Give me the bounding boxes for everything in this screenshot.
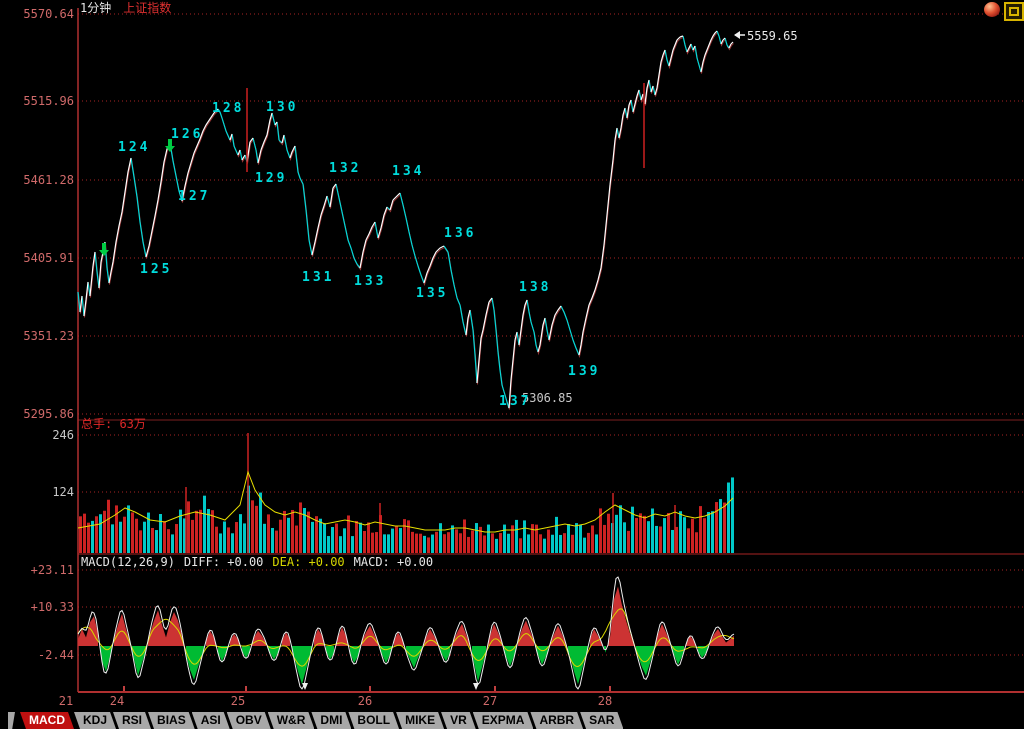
chart-canvas[interactable]	[0, 0, 1024, 712]
wave-count-label: 139	[568, 364, 601, 379]
chart-header: 1分钟 上证指数	[80, 1, 171, 15]
tab-asi[interactable]: ASI	[192, 712, 230, 729]
date-axis-label: 26	[357, 694, 373, 708]
low-price-label: 5306.85	[522, 391, 573, 405]
tab-expma[interactable]: EXPMA	[473, 712, 534, 729]
tab-macd[interactable]: MACD	[20, 712, 74, 729]
tab-kdj[interactable]: KDJ	[74, 712, 116, 729]
date-axis-label: 24	[109, 694, 125, 708]
price-axis-label: 5461.28	[23, 173, 74, 187]
period-label: 1分钟	[80, 1, 112, 15]
wave-count-label: 131	[302, 270, 335, 285]
tab-bar-lead-wedge	[8, 712, 15, 729]
price-axis-label: 5570.64	[23, 7, 74, 21]
date-axis-label: 27	[482, 694, 498, 708]
sphere-icon[interactable]	[984, 2, 1000, 17]
volume-total-label: 总手: 63万	[81, 417, 146, 431]
wave-count-label: 129	[255, 171, 288, 186]
wave-count-label: 126	[171, 127, 204, 142]
restore-window-icon[interactable]	[1004, 2, 1024, 21]
wave-count-label: 124	[118, 140, 151, 155]
tab-wr[interactable]: W&R	[268, 712, 315, 729]
price-axis-label: 5515.96	[23, 94, 74, 108]
restore-inner-square	[1009, 7, 1019, 16]
macd-diff-value: DIFF: +0.00	[183, 555, 264, 569]
symbol-label[interactable]: 上证指数	[123, 1, 172, 15]
wave-count-label: 130	[266, 100, 299, 115]
macd-axis-label: +23.11	[30, 563, 74, 577]
macd-indicator-name: MACD(12,26,9)	[81, 555, 175, 569]
wave-count-label: 137	[499, 394, 532, 409]
wave-count-label: 125	[140, 262, 173, 277]
tab-strip: MACD KDJ RSI BIAS ASI OBV W&R DMI BOLL MIKE VR EXPM…	[8, 712, 623, 729]
tab-bias[interactable]: BIAS	[148, 712, 195, 729]
indicator-tab-bar: MACD KDJ RSI BIAS ASI OBV W&R DMI BOLL MIKE VR EXPM…	[0, 712, 1024, 729]
price-axis-label: 5295.86	[23, 407, 74, 421]
wave-count-label: 127	[178, 189, 211, 204]
tab-dmi[interactable]: DMI	[311, 712, 351, 729]
macd-dea-value: DEA: +0.00	[272, 555, 345, 569]
price-axis-label: 5351.23	[23, 329, 74, 343]
macd-axis-label: -2.44	[37, 648, 74, 662]
tab-boll[interactable]: BOLL	[348, 712, 399, 729]
price-axis-label: 5405.91	[23, 251, 74, 265]
wave-count-label: 132	[329, 161, 362, 176]
date-axis-label: 28	[597, 694, 613, 708]
tab-sar[interactable]: SAR	[580, 712, 623, 729]
macd-axis-label: +10.33	[30, 600, 74, 614]
tab-vr[interactable]: VR	[441, 712, 476, 729]
tab-rsi[interactable]: RSI	[113, 712, 151, 729]
wave-count-label: 133	[354, 274, 387, 289]
volume-axis-label: 124	[52, 485, 74, 499]
date-axis-label: 21	[58, 694, 74, 708]
macd-header: MACD(12,26,9) DIFF: +0.00 DEA: +0.00 MAC…	[81, 555, 433, 569]
date-axis-label: 25	[230, 694, 246, 708]
wave-count-label: 135	[416, 286, 449, 301]
last-price-label: 5559.65	[747, 29, 798, 43]
tab-arbr[interactable]: ARBR	[530, 712, 583, 729]
tab-obv[interactable]: OBV	[227, 712, 271, 729]
wave-count-label: 134	[392, 164, 425, 179]
wave-count-label: 138	[519, 280, 552, 295]
volume-axis-label: 246	[52, 428, 74, 442]
wave-count-label: 128	[212, 101, 245, 116]
wave-count-label: 136	[444, 226, 477, 241]
macd-macd-value: MACD: +0.00	[353, 555, 434, 569]
tab-mike[interactable]: MIKE	[396, 712, 444, 729]
